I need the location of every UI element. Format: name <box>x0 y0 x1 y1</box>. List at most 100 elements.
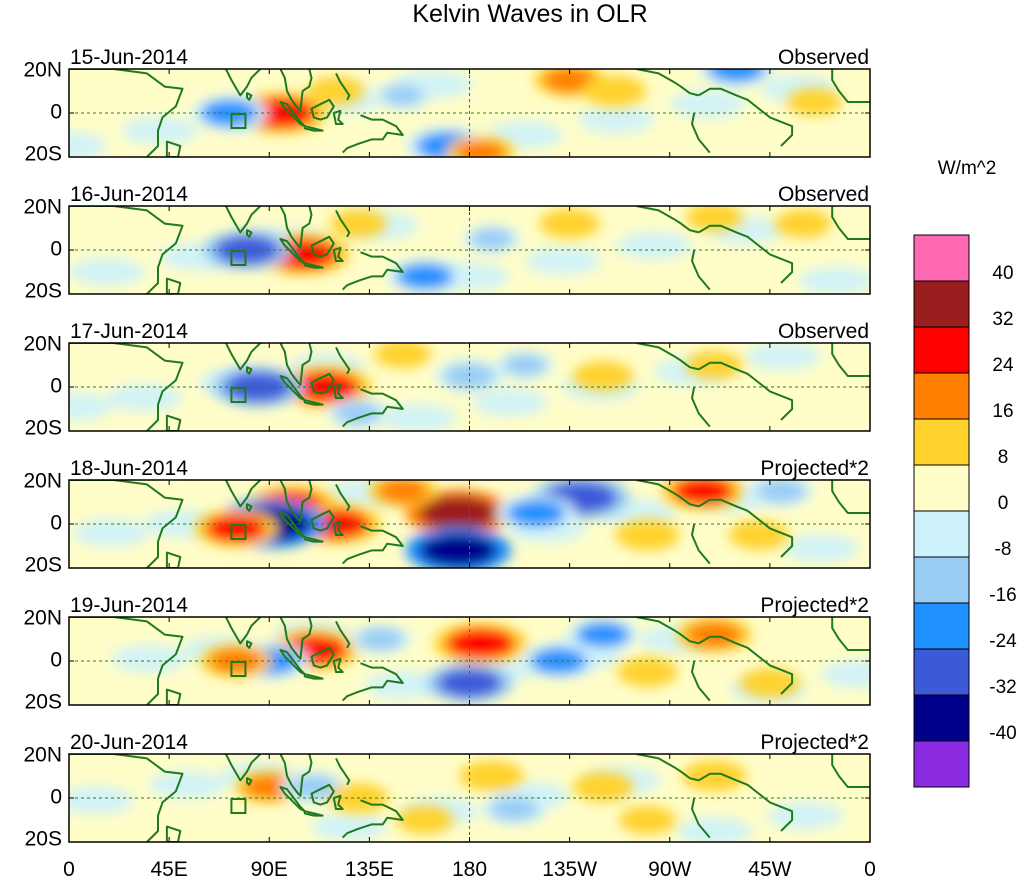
olr-anomaly <box>686 621 743 648</box>
olr-anomaly <box>419 496 498 530</box>
olr-anomaly <box>543 69 597 93</box>
map-body <box>68 753 871 843</box>
colorbar-label: 0 <box>998 493 1009 514</box>
longitude-label: 45E <box>150 858 187 881</box>
olr-anomaly <box>470 228 513 250</box>
olr-anomaly <box>708 69 765 82</box>
latitude-label: 20S <box>25 417 62 440</box>
coastlines <box>69 480 870 568</box>
colorbar-swatch <box>913 418 970 466</box>
colorbar-swatch <box>913 556 970 604</box>
olr-anomaly <box>590 79 638 103</box>
olr-anomaly <box>547 212 593 235</box>
olr-anomaly <box>626 809 669 831</box>
panel-date: 17-Jun-2014 <box>70 320 188 343</box>
olr-anomaly <box>205 514 267 543</box>
latitude-label: 20S <box>25 143 62 166</box>
longitude-label: 135E <box>345 858 394 881</box>
olr-anomaly <box>419 533 498 568</box>
map-panel: 19-Jun-2014 Projected*2 20N 0 20S <box>23 594 871 714</box>
colorbar-label: -16 <box>989 585 1016 606</box>
latitude-label: 20N <box>23 333 62 356</box>
latitude-label: 0 <box>50 101 62 124</box>
colorbar-label: -40 <box>989 723 1016 744</box>
colorbar-swatch <box>913 326 970 374</box>
panel-date: 19-Jun-2014 <box>70 594 188 617</box>
olr-anomaly <box>445 627 516 659</box>
colorbar: W/m^2 40 32 24 16 8 0 -8 -16 -24 -32 -40 <box>913 158 1017 788</box>
longitude-label: 0 <box>864 858 876 881</box>
coastlines <box>69 69 870 157</box>
panel-type: Projected*2 <box>760 594 869 617</box>
latitude-label: 20S <box>25 554 62 577</box>
colorbar-swatches <box>913 234 970 788</box>
latitude-label: 20S <box>25 828 62 851</box>
latitude-label: 20N <box>23 196 62 219</box>
olr-anomaly <box>490 797 538 821</box>
map-body <box>68 205 871 295</box>
map-panel: 15-Jun-2014 Observed 20N 0 20S <box>23 46 871 166</box>
region-box <box>230 798 247 814</box>
latitude-label: 20N <box>23 470 62 493</box>
colorbar-labels: 40 32 24 16 8 0 -8 -16 -24 -32 -40 <box>989 263 1017 744</box>
panel-type: Observed <box>778 183 869 206</box>
olr-anomaly <box>693 206 736 228</box>
map-panel: 16-Jun-2014 Observed 20N 0 20S <box>23 183 871 303</box>
olr-anomaly <box>377 480 428 503</box>
colorbar-label: 16 <box>992 401 1013 422</box>
colorbar-label: -32 <box>989 677 1016 698</box>
longitude-label: 90E <box>251 858 288 881</box>
panel-date: 18-Jun-2014 <box>70 457 188 480</box>
panel-type: Projected*2 <box>760 731 869 754</box>
olr-anomaly <box>315 80 357 102</box>
region-box <box>230 661 247 677</box>
coastlines <box>69 343 870 431</box>
map-panel: 18-Jun-2014 Projected*2 20N 0 20S <box>23 457 871 577</box>
latitude-label: 0 <box>50 649 62 672</box>
panel-type: Projected*2 <box>760 457 869 480</box>
map-panel: 20-Jun-2014 Projected*2 20N 0 20S <box>23 731 871 851</box>
longitude-axis: 0 45E 90E 135E 180 135W 90W 45W 0 <box>63 858 876 881</box>
olr-anomaly <box>757 480 805 503</box>
map-body <box>68 616 871 706</box>
colorbar-swatch <box>913 694 970 742</box>
latitude-label: 0 <box>50 375 62 398</box>
colorbar-swatch <box>913 280 970 328</box>
olr-anomaly <box>693 354 736 376</box>
figure-title: Kelvin Waves in OLR <box>412 0 647 28</box>
latitude-label: 0 <box>50 238 62 261</box>
olr-anomaly <box>201 100 258 126</box>
latitude-label: 20S <box>25 280 62 303</box>
coastlines <box>69 206 870 294</box>
olr-anomaly <box>381 343 424 365</box>
olr-anomaly <box>467 764 516 788</box>
latitude-label: 20N <box>23 59 62 82</box>
colorbar-swatch <box>913 372 970 420</box>
olr-anomaly <box>580 365 626 387</box>
olr-anomaly <box>576 622 630 648</box>
panel-date: 15-Jun-2014 <box>70 46 188 69</box>
olr-anomaly <box>289 371 360 403</box>
olr-anomaly <box>382 85 424 106</box>
colorbar-swatch <box>913 740 970 788</box>
colorbar-label: -8 <box>995 539 1012 560</box>
colorbar-swatch <box>913 234 970 282</box>
olr-anomaly <box>672 480 734 505</box>
olr-anomaly <box>455 140 506 157</box>
colorbar-swatch <box>913 602 970 650</box>
coastlines <box>69 617 870 705</box>
olr-anomaly <box>244 775 295 799</box>
olr-anomaly <box>625 661 670 683</box>
colorbar-label: 32 <box>992 309 1013 330</box>
region-box <box>230 113 247 129</box>
olr-anomaly <box>506 499 566 527</box>
olr-anomaly <box>397 263 453 290</box>
colorbar-units: W/m^2 <box>938 158 997 179</box>
latitude-label: 0 <box>50 786 62 809</box>
map-body <box>68 342 871 432</box>
latitude-label: 20N <box>23 744 62 767</box>
olr-anomaly <box>580 776 626 798</box>
map-panel: 17-Jun-2014 Observed 20N 0 20S <box>23 320 871 440</box>
olr-anomaly <box>335 402 381 425</box>
